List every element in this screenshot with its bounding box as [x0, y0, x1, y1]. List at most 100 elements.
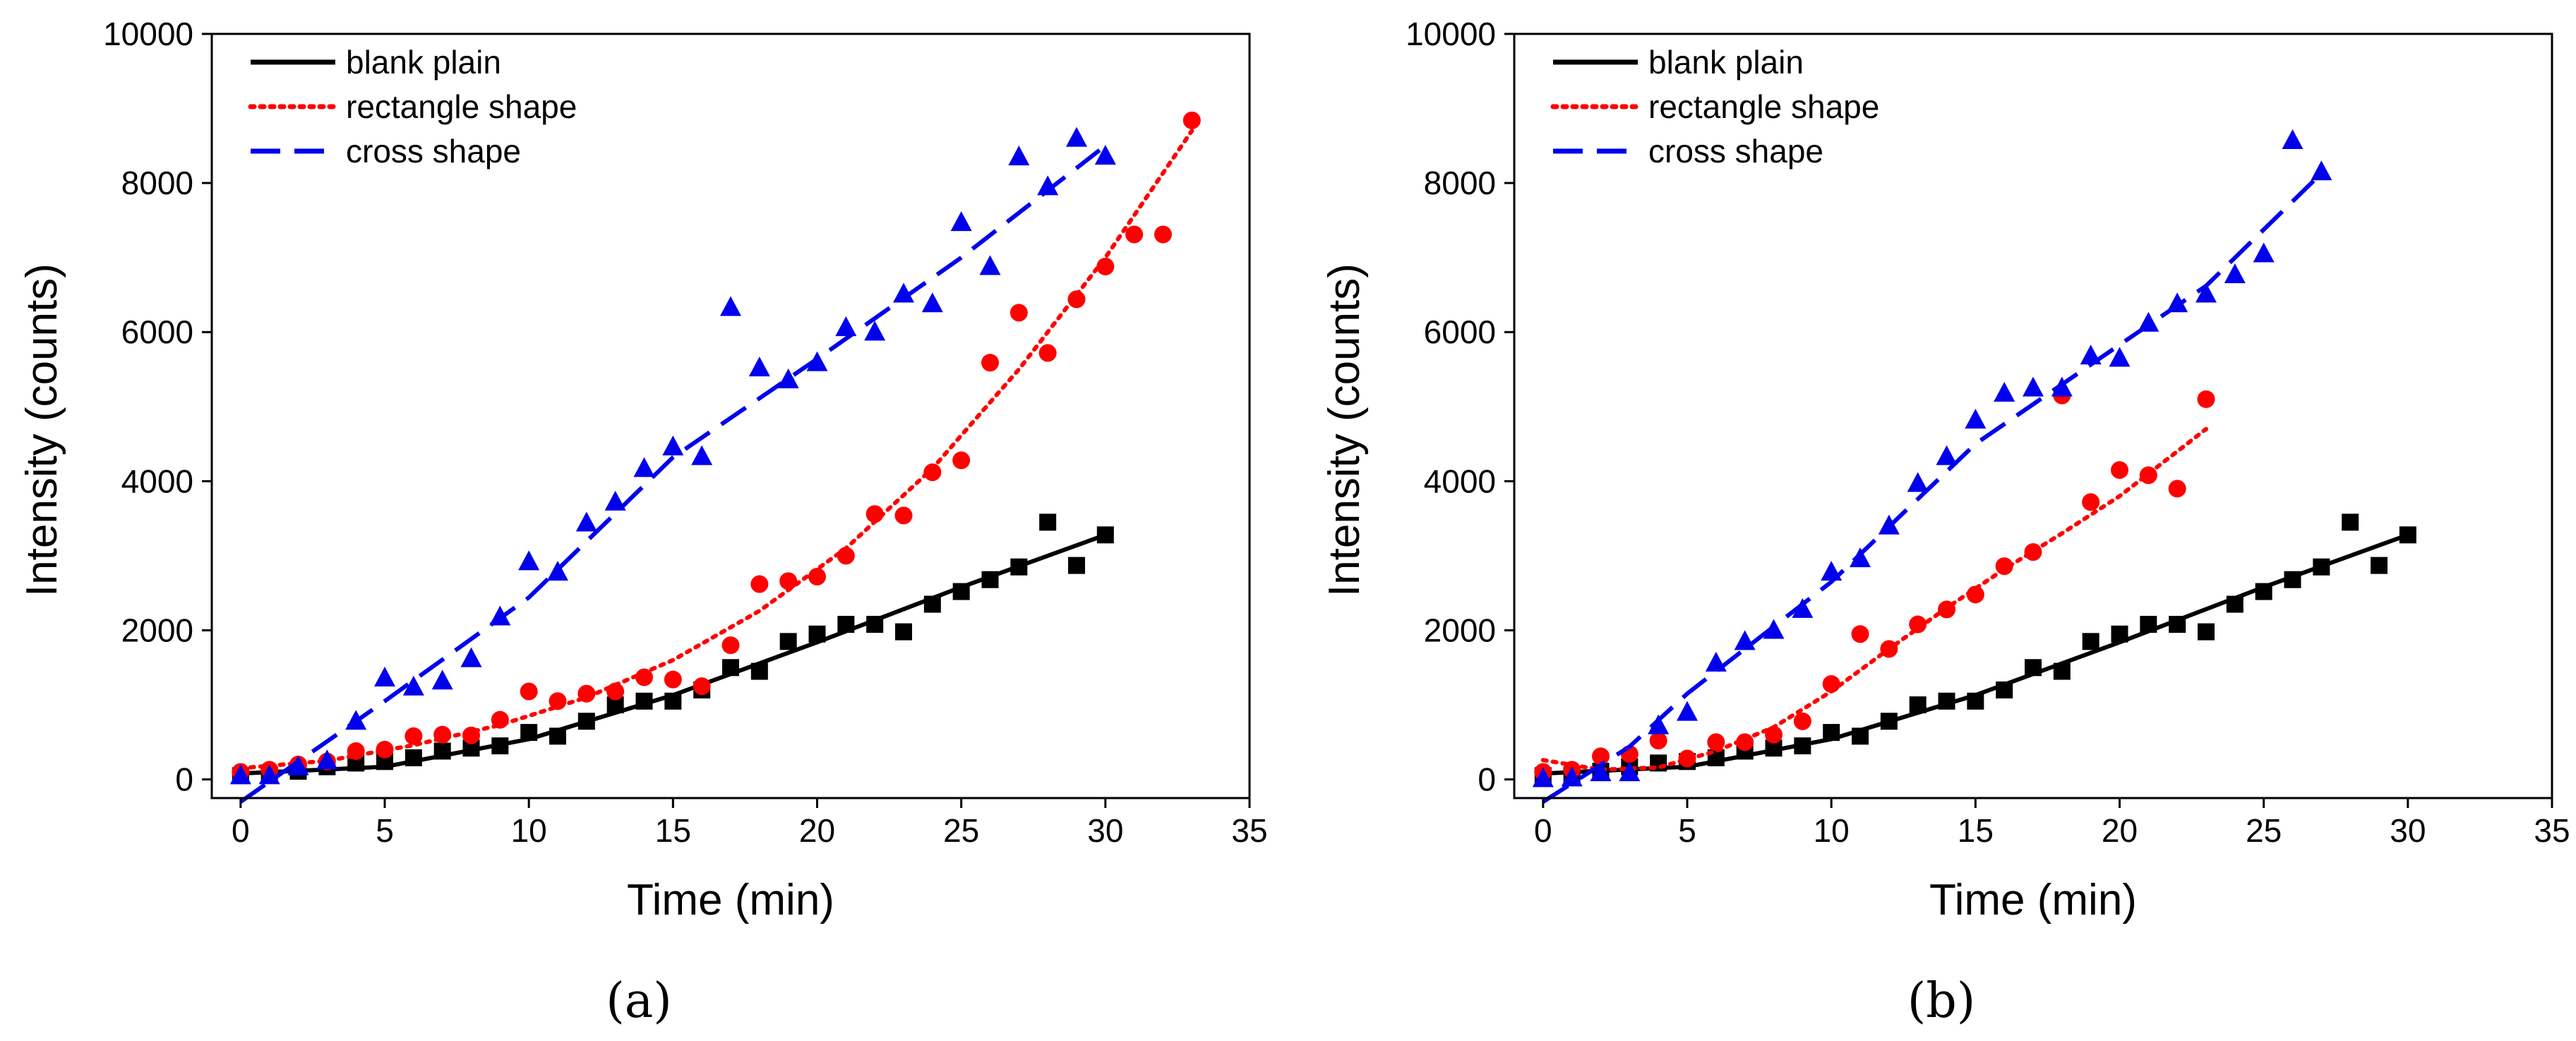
data-point-blank-plain	[1823, 724, 1840, 742]
data-point-blank-plain	[2025, 659, 2042, 677]
x-tick-label: 5	[376, 812, 394, 849]
data-point-rectangle-shape	[376, 740, 394, 759]
data-point-rectangle-shape	[837, 547, 855, 565]
data-point-cross-shape	[402, 675, 424, 696]
y-tick-label: 0	[1478, 761, 1496, 798]
data-point-blank-plain	[1880, 713, 1898, 730]
data-point-rectangle-shape	[1038, 344, 1057, 362]
data-point-cross-shape	[1590, 761, 1612, 782]
y-tick-label: 6000	[121, 314, 193, 350]
data-point-rectangle-shape	[1592, 747, 1610, 766]
data-point-cross-shape	[2138, 311, 2159, 332]
y-tick-label: 4000	[1424, 463, 1496, 499]
x-tick-label: 25	[2246, 812, 2282, 849]
x-tick-label: 10	[511, 812, 547, 849]
data-point-rectangle-shape	[347, 742, 365, 760]
data-point-blank-plain	[2198, 623, 2215, 641]
data-point-blank-plain	[1996, 681, 2013, 698]
data-point-rectangle-shape	[1649, 732, 1667, 750]
data-point-cross-shape	[1763, 619, 1785, 639]
y-axis-title: Intensity (counts)	[18, 263, 66, 597]
data-point-cross-shape	[1677, 701, 1698, 721]
data-point-blank-plain	[433, 742, 451, 760]
data-point-cross-shape	[691, 445, 713, 465]
data-point-rectangle-shape	[1182, 111, 1201, 129]
data-point-cross-shape	[316, 749, 338, 770]
x-tick-label: 0	[1534, 812, 1552, 849]
data-point-cross-shape	[748, 356, 770, 376]
data-point-blank-plain	[750, 662, 768, 680]
data-point-cross-shape	[1936, 445, 1958, 465]
y-tick-label: 10000	[1406, 16, 1496, 52]
data-point-cross-shape	[979, 255, 1001, 275]
data-point-blank-plain	[2399, 526, 2416, 544]
data-point-cross-shape	[1878, 514, 1900, 535]
data-point-blank-plain	[1909, 696, 1927, 714]
plot-frame	[210, 32, 1251, 799]
y-tick-label: 10000	[103, 16, 193, 52]
data-point-cross-shape	[1705, 651, 1727, 672]
data-point-rectangle-shape	[1125, 225, 1144, 244]
data-point-cross-shape	[864, 321, 886, 341]
data-point-rectangle-shape	[2197, 390, 2215, 408]
data-point-blank-plain	[779, 633, 797, 650]
data-point-cross-shape	[1994, 381, 2015, 402]
y-axis-title: Intensity (counts)	[1320, 263, 1369, 597]
data-point-rectangle-shape	[981, 354, 999, 372]
data-point-rectangle-shape	[1154, 225, 1172, 244]
data-point-blank-plain	[1010, 558, 1028, 576]
y-tick-label: 2000	[121, 612, 193, 648]
data-point-blank-plain	[405, 749, 422, 766]
data-point-rectangle-shape	[721, 636, 740, 655]
data-point-cross-shape	[1648, 714, 1670, 734]
data-point-blank-plain	[1068, 557, 1085, 574]
data-point-cross-shape	[2080, 345, 2102, 365]
data-point-rectangle-shape	[1067, 290, 1086, 309]
data-point-blank-plain	[577, 713, 595, 730]
data-point-blank-plain	[895, 623, 912, 641]
x-tick-label: 35	[2534, 812, 2570, 849]
x-axis-title: Time (min)	[1929, 876, 2137, 924]
data-point-blank-plain	[1967, 692, 1984, 710]
y-tick-label: 4000	[121, 463, 193, 499]
data-point-blank-plain	[1096, 526, 1114, 544]
data-point-rectangle-shape	[1995, 557, 2013, 576]
data-point-cross-shape	[2224, 263, 2246, 283]
data-point-blank-plain	[2371, 557, 2388, 574]
data-point-cross-shape	[921, 292, 943, 313]
data-point-rectangle-shape	[1938, 600, 1955, 619]
data-point-blank-plain	[2169, 616, 2186, 633]
data-point-cross-shape	[345, 710, 367, 730]
data-point-cross-shape	[662, 435, 684, 456]
data-point-rectangle-shape	[405, 727, 423, 745]
fit-line-rectangle-shape	[1540, 427, 2208, 772]
data-point-rectangle-shape	[1736, 733, 1754, 751]
data-point-rectangle-shape	[577, 684, 596, 703]
data-point-rectangle-shape	[894, 506, 913, 525]
fit-line-rectangle-shape	[238, 129, 1194, 771]
legend-label: blank plain	[1648, 44, 1804, 81]
data-point-blank-plain	[2111, 625, 2128, 643]
x-tick-label: 35	[1231, 812, 1267, 849]
data-point-cross-shape	[777, 368, 799, 388]
data-point-rectangle-shape	[1010, 304, 1028, 322]
data-point-blank-plain	[549, 727, 566, 745]
data-point-cross-shape	[547, 561, 568, 581]
data-point-blank-plain	[2342, 513, 2359, 531]
data-point-cross-shape	[2311, 160, 2332, 181]
legend-label: cross shape	[346, 133, 521, 169]
data-point-cross-shape	[1850, 547, 1871, 568]
y-tick-label: 6000	[1424, 314, 1496, 350]
data-point-cross-shape	[1532, 767, 1554, 787]
x-tick-label: 20	[799, 812, 835, 849]
data-point-rectangle-shape	[808, 567, 826, 585]
data-point-rectangle-shape	[1909, 615, 1927, 633]
data-point-cross-shape	[1066, 126, 1087, 147]
data-point-rectangle-shape	[1707, 733, 1725, 751]
chart-panel-a: 0 5 10 15 20 25 30 35 0 2000 4000 6000 8000 10000 Time…	[18, 16, 1268, 1029]
data-point-cross-shape	[2109, 347, 2131, 367]
data-point-cross-shape	[1037, 175, 1059, 196]
data-point-blank-plain	[2082, 633, 2099, 650]
plot-frame	[1513, 32, 2553, 799]
data-point-rectangle-shape	[1793, 712, 1811, 730]
